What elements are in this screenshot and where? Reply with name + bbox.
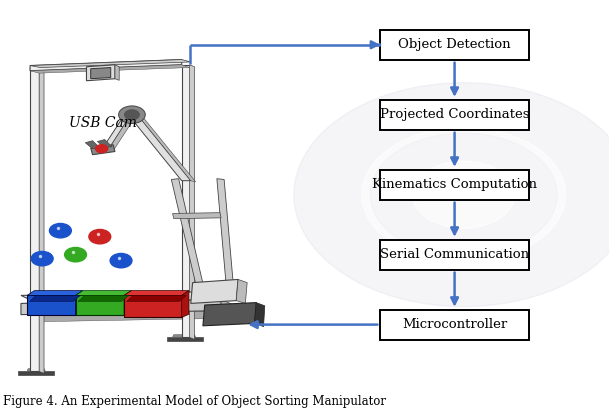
- Polygon shape: [115, 65, 119, 80]
- Polygon shape: [30, 67, 39, 371]
- Polygon shape: [370, 133, 557, 256]
- Circle shape: [89, 229, 111, 244]
- Polygon shape: [182, 290, 189, 317]
- Text: Figure 4. An Experimental Model of Object Sorting Manipulator: Figure 4. An Experimental Model of Objec…: [3, 395, 386, 407]
- Polygon shape: [221, 300, 239, 315]
- Text: Microcontroller: Microcontroller: [402, 318, 507, 331]
- Polygon shape: [91, 68, 111, 79]
- Text: Object Detection: Object Detection: [398, 38, 511, 51]
- FancyBboxPatch shape: [380, 240, 529, 269]
- Polygon shape: [236, 279, 247, 303]
- Circle shape: [110, 253, 132, 268]
- Polygon shape: [27, 295, 75, 315]
- Polygon shape: [21, 291, 239, 303]
- Circle shape: [65, 248, 86, 262]
- Polygon shape: [21, 300, 221, 315]
- Polygon shape: [27, 369, 45, 370]
- Polygon shape: [124, 295, 182, 317]
- Polygon shape: [124, 290, 132, 316]
- Polygon shape: [75, 290, 83, 315]
- Polygon shape: [75, 290, 132, 295]
- Polygon shape: [78, 295, 129, 302]
- Text: Serial Communication: Serial Communication: [380, 248, 529, 261]
- Text: Kinematics Computation: Kinematics Computation: [372, 178, 537, 191]
- Polygon shape: [124, 290, 189, 295]
- Polygon shape: [182, 65, 190, 337]
- Polygon shape: [203, 303, 256, 326]
- Polygon shape: [30, 65, 190, 73]
- Polygon shape: [33, 311, 209, 322]
- Text: USB Cam: USB Cam: [69, 116, 136, 130]
- Polygon shape: [129, 115, 191, 181]
- Text: Projected Coordinates: Projected Coordinates: [380, 108, 529, 121]
- Polygon shape: [173, 335, 196, 337]
- Circle shape: [50, 223, 72, 238]
- Polygon shape: [191, 279, 238, 303]
- Polygon shape: [91, 145, 115, 154]
- Polygon shape: [362, 127, 565, 262]
- Circle shape: [95, 145, 108, 153]
- Polygon shape: [39, 67, 44, 373]
- Polygon shape: [109, 114, 136, 150]
- Circle shape: [31, 251, 53, 266]
- Polygon shape: [30, 60, 182, 71]
- FancyBboxPatch shape: [380, 100, 529, 130]
- Polygon shape: [86, 65, 115, 81]
- Polygon shape: [166, 337, 203, 341]
- Polygon shape: [190, 65, 195, 339]
- Polygon shape: [255, 303, 265, 327]
- FancyBboxPatch shape: [380, 30, 529, 60]
- Circle shape: [119, 106, 145, 124]
- Polygon shape: [173, 213, 221, 219]
- Polygon shape: [171, 179, 203, 283]
- Polygon shape: [97, 140, 112, 147]
- Polygon shape: [75, 295, 124, 316]
- Polygon shape: [30, 60, 191, 68]
- Polygon shape: [101, 114, 132, 151]
- Polygon shape: [18, 370, 54, 375]
- Polygon shape: [29, 295, 80, 302]
- FancyBboxPatch shape: [380, 170, 529, 200]
- Circle shape: [125, 110, 139, 119]
- Polygon shape: [127, 295, 187, 302]
- Polygon shape: [27, 290, 83, 295]
- Polygon shape: [217, 179, 233, 283]
- Polygon shape: [138, 115, 196, 182]
- Polygon shape: [412, 161, 515, 228]
- FancyBboxPatch shape: [380, 309, 529, 339]
- Polygon shape: [85, 141, 100, 149]
- Polygon shape: [294, 83, 612, 307]
